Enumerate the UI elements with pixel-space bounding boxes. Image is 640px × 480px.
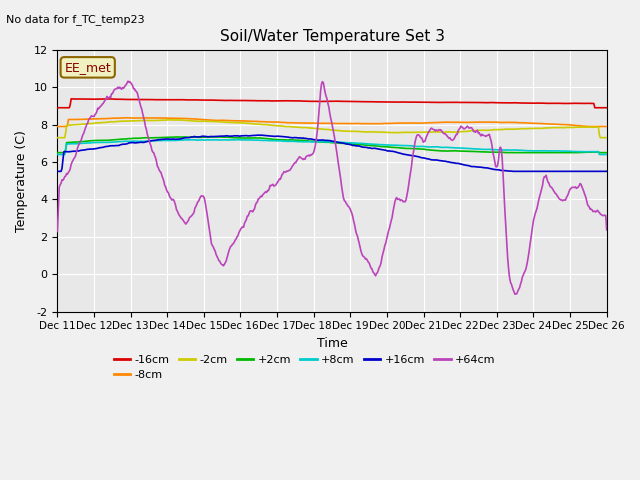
Text: EE_met: EE_met (65, 61, 111, 74)
Legend: -16cm, -8cm, -2cm, +2cm, +8cm, +16cm, +64cm: -16cm, -8cm, -2cm, +2cm, +8cm, +16cm, +6… (109, 350, 500, 384)
X-axis label: Time: Time (317, 337, 348, 350)
Title: Soil/Water Temperature Set 3: Soil/Water Temperature Set 3 (220, 29, 445, 44)
Y-axis label: Temperature (C): Temperature (C) (15, 130, 28, 232)
Text: No data for f_TC_temp23: No data for f_TC_temp23 (6, 14, 145, 25)
